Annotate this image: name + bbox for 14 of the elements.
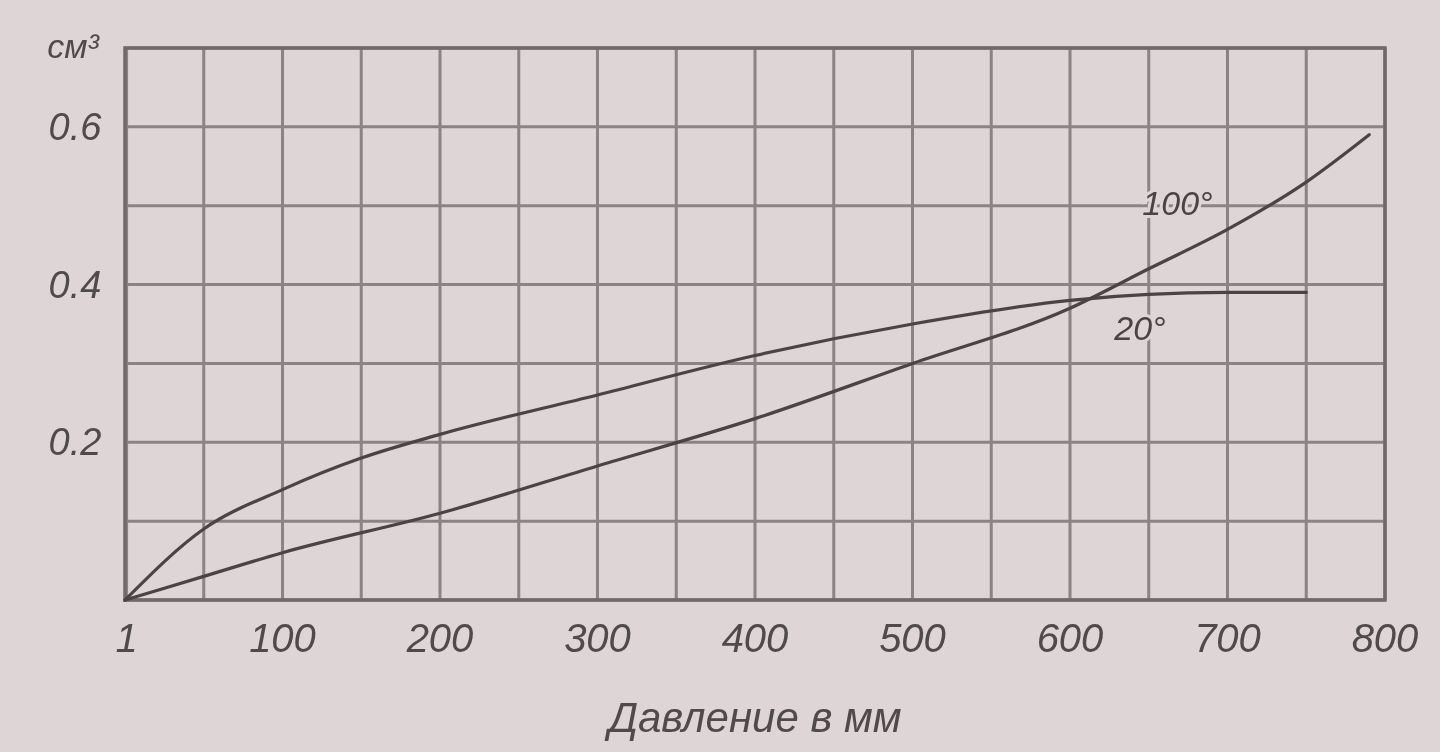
- x-tick-label: 300: [564, 616, 631, 660]
- x-tick-label: 500: [879, 616, 946, 660]
- x-tick-label: 800: [1351, 616, 1419, 660]
- x-tick-label: 1: [115, 616, 138, 660]
- x-tick-label: 700: [1194, 616, 1261, 660]
- y-tick-label: 0.2: [48, 421, 102, 464]
- y-tick-label: 0.6: [48, 105, 103, 148]
- x-axis-title: Давление в мм: [604, 694, 902, 741]
- y-axis-title: см³: [47, 27, 101, 65]
- x-tick-label: 200: [405, 616, 474, 660]
- x-tick-label: 100: [249, 616, 316, 660]
- x-tick-label: 600: [1036, 616, 1104, 660]
- y-tick-label: 0.4: [48, 263, 102, 306]
- x-tick-label: 400: [721, 616, 789, 660]
